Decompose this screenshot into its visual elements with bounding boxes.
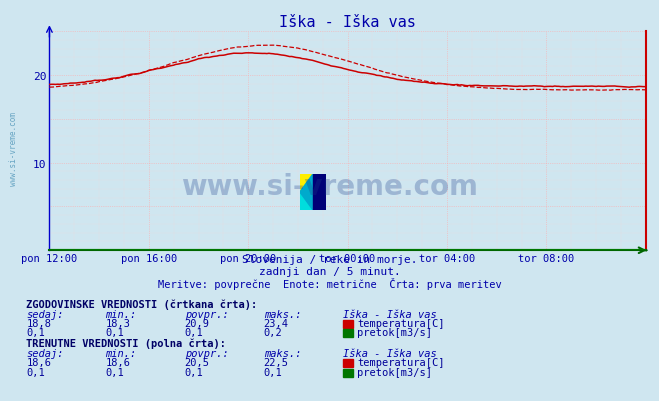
Text: 18,6: 18,6: [105, 357, 130, 367]
Text: pretok[m3/s]: pretok[m3/s]: [357, 367, 432, 377]
Text: TRENUTNE VREDNOSTI (polna črta):: TRENUTNE VREDNOSTI (polna črta):: [26, 337, 226, 348]
Text: 18,3: 18,3: [105, 318, 130, 328]
Text: 0,1: 0,1: [264, 367, 282, 377]
Text: min.:: min.:: [105, 348, 136, 358]
Polygon shape: [313, 174, 326, 211]
Text: maks.:: maks.:: [264, 309, 301, 319]
Text: Iška - Iška vas: Iška - Iška vas: [343, 348, 436, 358]
Text: www.si-vreme.com: www.si-vreme.com: [181, 172, 478, 200]
Title: Iška - Iška vas: Iška - Iška vas: [279, 14, 416, 30]
Text: 0,1: 0,1: [185, 328, 203, 338]
Text: Slovenija / reke in morje.: Slovenija / reke in morje.: [242, 255, 417, 265]
Text: 23,4: 23,4: [264, 318, 289, 328]
Text: 0,1: 0,1: [105, 328, 124, 338]
Text: 0,2: 0,2: [264, 328, 282, 338]
Text: 0,1: 0,1: [185, 367, 203, 377]
Text: 20,9: 20,9: [185, 318, 210, 328]
Text: povpr.:: povpr.:: [185, 348, 228, 358]
Text: zadnji dan / 5 minut.: zadnji dan / 5 minut.: [258, 267, 401, 277]
Text: 0,1: 0,1: [105, 367, 124, 377]
Text: 18,8: 18,8: [26, 318, 51, 328]
Text: 22,5: 22,5: [264, 357, 289, 367]
Text: Meritve: povprečne  Enote: metrične  Črta: prva meritev: Meritve: povprečne Enote: metrične Črta:…: [158, 277, 501, 290]
Text: ZGODOVINSKE VREDNOSTI (črtkana črta):: ZGODOVINSKE VREDNOSTI (črtkana črta):: [26, 298, 258, 309]
Text: temperatura[C]: temperatura[C]: [357, 357, 445, 367]
Polygon shape: [300, 174, 313, 192]
Text: 0,1: 0,1: [26, 367, 45, 377]
Text: maks.:: maks.:: [264, 348, 301, 358]
Text: temperatura[C]: temperatura[C]: [357, 318, 445, 328]
Text: www.si-vreme.com: www.si-vreme.com: [9, 111, 18, 185]
Text: sedaj:: sedaj:: [26, 309, 64, 319]
Text: povpr.:: povpr.:: [185, 309, 228, 319]
Text: 20,5: 20,5: [185, 357, 210, 367]
Text: 0,1: 0,1: [26, 328, 45, 338]
Polygon shape: [300, 174, 313, 211]
Text: min.:: min.:: [105, 309, 136, 319]
Text: 18,6: 18,6: [26, 357, 51, 367]
Text: sedaj:: sedaj:: [26, 348, 64, 358]
Polygon shape: [300, 192, 313, 211]
Text: Iška - Iška vas: Iška - Iška vas: [343, 309, 436, 319]
Text: pretok[m3/s]: pretok[m3/s]: [357, 328, 432, 338]
